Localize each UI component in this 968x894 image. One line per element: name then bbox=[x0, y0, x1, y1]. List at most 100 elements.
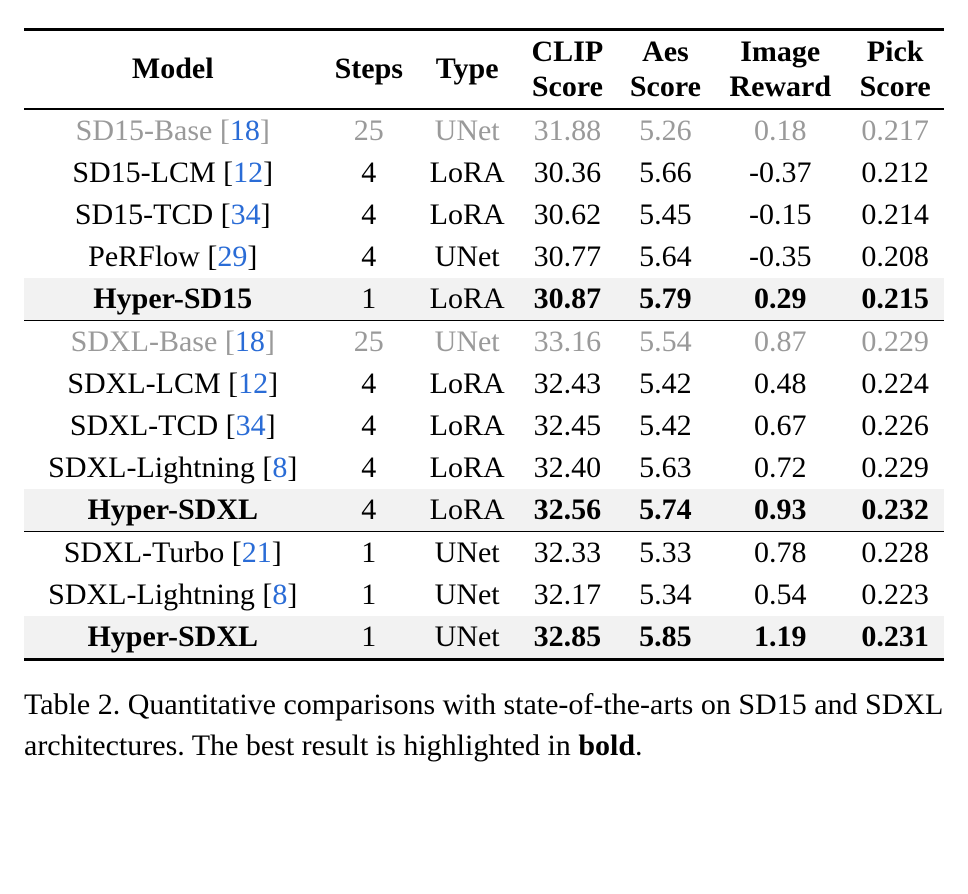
img-cell: 0.87 bbox=[714, 321, 846, 364]
pick-cell: 0.229 bbox=[846, 321, 944, 364]
steps-cell: 1 bbox=[321, 616, 416, 660]
pick-cell: 0.224 bbox=[846, 363, 944, 405]
citation-link[interactable]: 29 bbox=[217, 240, 247, 273]
pick-cell: 0.212 bbox=[846, 152, 944, 194]
type-cell: LoRA bbox=[416, 152, 518, 194]
table-row: SDXL-Turbo [21]1UNet32.335.330.780.228 bbox=[24, 532, 944, 575]
type-cell: LoRA bbox=[416, 489, 518, 532]
table-row: SD15-TCD [34]4LoRA30.625.45-0.150.214 bbox=[24, 194, 944, 236]
citation-link[interactable]: 18 bbox=[235, 325, 265, 358]
clip-cell: 32.56 bbox=[518, 489, 616, 532]
pick-cell: 0.215 bbox=[846, 278, 944, 321]
table-row: Hyper-SDXL4LoRA32.565.740.930.232 bbox=[24, 489, 944, 532]
col-steps: Steps bbox=[321, 30, 416, 110]
img-cell: 0.72 bbox=[714, 447, 846, 489]
col-image: ImageReward bbox=[714, 30, 846, 110]
citation-link[interactable]: 18 bbox=[230, 114, 260, 147]
pick-cell: 0.223 bbox=[846, 574, 944, 616]
table-caption: Table 2. Quantitative comparisons with s… bbox=[24, 685, 944, 766]
aes-cell: 5.66 bbox=[617, 152, 715, 194]
clip-cell: 32.85 bbox=[518, 616, 616, 660]
type-cell: UNet bbox=[416, 616, 518, 660]
table-row: SDXL-Lightning [8]1UNet32.175.340.540.22… bbox=[24, 574, 944, 616]
table-row: PeRFlow [29]4UNet30.775.64-0.350.208 bbox=[24, 236, 944, 278]
type-cell: LoRA bbox=[416, 405, 518, 447]
citation-link[interactable]: 12 bbox=[233, 156, 263, 189]
img-cell: 0.67 bbox=[714, 405, 846, 447]
citation-link[interactable]: 34 bbox=[231, 198, 261, 231]
model-cell: SD15-TCD [34] bbox=[24, 194, 321, 236]
citation-link[interactable]: 8 bbox=[272, 578, 287, 611]
citation-link[interactable]: 21 bbox=[242, 536, 272, 569]
img-cell: 0.93 bbox=[714, 489, 846, 532]
table-row: SD15-Base [18]25UNet31.885.260.180.217 bbox=[24, 109, 944, 152]
model-cell: SD15-LCM [12] bbox=[24, 152, 321, 194]
pick-cell: 0.228 bbox=[846, 532, 944, 575]
steps-cell: 1 bbox=[321, 574, 416, 616]
table-row: SDXL-Base [18]25UNet33.165.540.870.229 bbox=[24, 321, 944, 364]
img-cell: 0.48 bbox=[714, 363, 846, 405]
steps-cell: 25 bbox=[321, 321, 416, 364]
model-cell: Hyper-SDXL bbox=[24, 489, 321, 532]
type-cell: LoRA bbox=[416, 278, 518, 321]
model-cell: Hyper-SD15 bbox=[24, 278, 321, 321]
clip-cell: 32.17 bbox=[518, 574, 616, 616]
pick-cell: 0.231 bbox=[846, 616, 944, 660]
type-cell: LoRA bbox=[416, 447, 518, 489]
pick-cell: 0.214 bbox=[846, 194, 944, 236]
clip-cell: 30.36 bbox=[518, 152, 616, 194]
table-row: SDXL-Lightning [8]4LoRA32.405.630.720.22… bbox=[24, 447, 944, 489]
clip-cell: 32.43 bbox=[518, 363, 616, 405]
type-cell: UNet bbox=[416, 321, 518, 364]
col-aes: AesScore bbox=[617, 30, 715, 110]
type-cell: LoRA bbox=[416, 194, 518, 236]
aes-cell: 5.63 bbox=[617, 447, 715, 489]
model-cell: SDXL-LCM [12] bbox=[24, 363, 321, 405]
table-row: SDXL-TCD [34]4LoRA32.455.420.670.226 bbox=[24, 405, 944, 447]
model-cell: SDXL-Turbo [21] bbox=[24, 532, 321, 575]
citation-link[interactable]: 12 bbox=[238, 367, 268, 400]
col-model: Model bbox=[24, 30, 321, 110]
pick-cell: 0.229 bbox=[846, 447, 944, 489]
type-cell: UNet bbox=[416, 109, 518, 152]
model-cell: SDXL-TCD [34] bbox=[24, 405, 321, 447]
type-cell: UNet bbox=[416, 574, 518, 616]
img-cell: 0.18 bbox=[714, 109, 846, 152]
steps-cell: 4 bbox=[321, 363, 416, 405]
steps-cell: 4 bbox=[321, 236, 416, 278]
clip-cell: 30.62 bbox=[518, 194, 616, 236]
col-clip: CLIPScore bbox=[518, 30, 616, 110]
citation-link[interactable]: 34 bbox=[236, 409, 266, 442]
clip-cell: 30.77 bbox=[518, 236, 616, 278]
citation-link[interactable]: 8 bbox=[272, 451, 287, 484]
model-cell: SDXL-Lightning [8] bbox=[24, 447, 321, 489]
steps-cell: 4 bbox=[321, 194, 416, 236]
img-cell: -0.35 bbox=[714, 236, 846, 278]
img-cell: 1.19 bbox=[714, 616, 846, 660]
img-cell: 0.29 bbox=[714, 278, 846, 321]
aes-cell: 5.42 bbox=[617, 405, 715, 447]
clip-cell: 30.87 bbox=[518, 278, 616, 321]
aes-cell: 5.64 bbox=[617, 236, 715, 278]
model-cell: SD15-Base [18] bbox=[24, 109, 321, 152]
aes-cell: 5.42 bbox=[617, 363, 715, 405]
aes-cell: 5.74 bbox=[617, 489, 715, 532]
model-cell: PeRFlow [29] bbox=[24, 236, 321, 278]
type-cell: UNet bbox=[416, 532, 518, 575]
img-cell: 0.54 bbox=[714, 574, 846, 616]
clip-cell: 33.16 bbox=[518, 321, 616, 364]
table-row: SDXL-LCM [12]4LoRA32.435.420.480.224 bbox=[24, 363, 944, 405]
col-type: Type bbox=[416, 30, 518, 110]
aes-cell: 5.45 bbox=[617, 194, 715, 236]
table-row: Hyper-SDXL1UNet32.855.851.190.231 bbox=[24, 616, 944, 660]
pick-cell: 0.226 bbox=[846, 405, 944, 447]
steps-cell: 4 bbox=[321, 447, 416, 489]
model-cell: SDXL-Lightning [8] bbox=[24, 574, 321, 616]
col-pick: PickScore bbox=[846, 30, 944, 110]
aes-cell: 5.79 bbox=[617, 278, 715, 321]
clip-cell: 32.33 bbox=[518, 532, 616, 575]
aes-cell: 5.33 bbox=[617, 532, 715, 575]
clip-cell: 31.88 bbox=[518, 109, 616, 152]
aes-cell: 5.34 bbox=[617, 574, 715, 616]
model-cell: SDXL-Base [18] bbox=[24, 321, 321, 364]
